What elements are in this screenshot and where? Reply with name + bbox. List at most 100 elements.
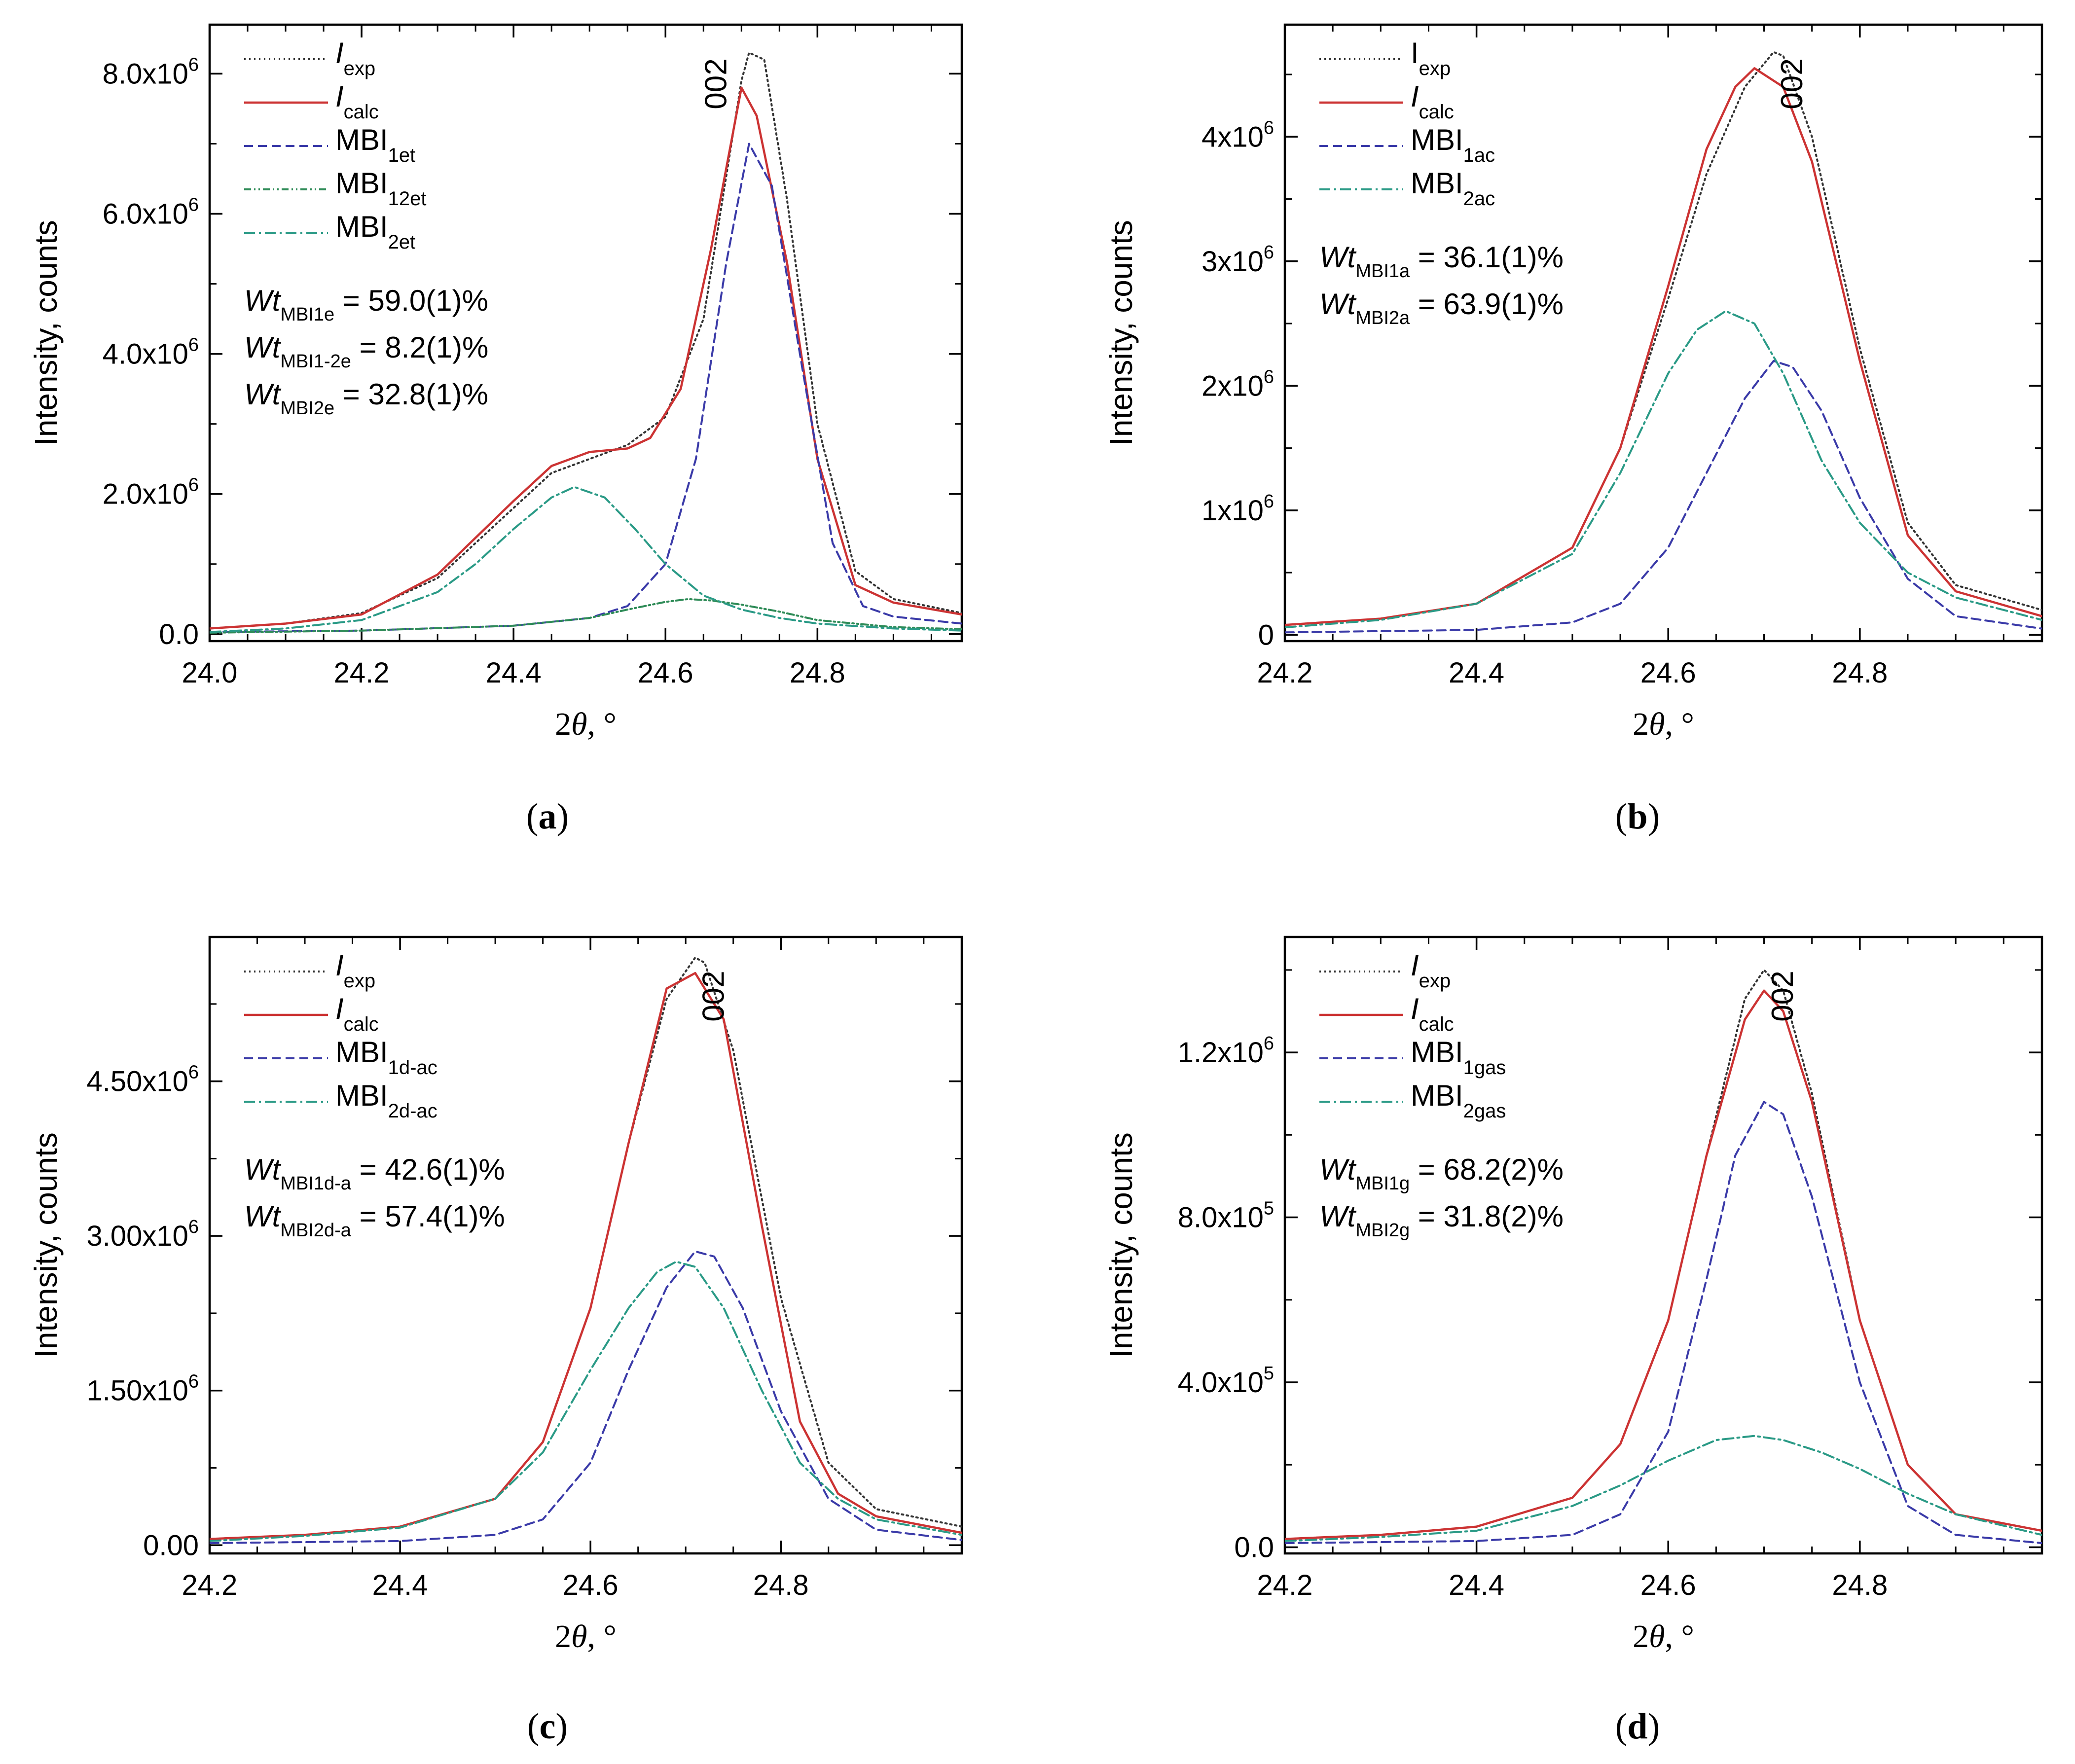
x-tick-label: 24.6 <box>638 657 693 689</box>
annotation-wt: Wt <box>1319 288 1357 321</box>
annotation-sub: MBI2g <box>1355 1220 1410 1241</box>
legend-sub: exp <box>344 58 376 79</box>
series-line-mbi-1gas <box>1285 1101 2042 1545</box>
x-tick-label: 24.4 <box>1449 1569 1504 1601</box>
x-axis-title: 2θ, ° <box>555 706 617 742</box>
weight-annotation: WtMBI1a = 36.1(1)% <box>1319 241 1564 282</box>
y-tick-mantissa: 3x10 <box>1201 246 1264 278</box>
x-tick-label: 24.4 <box>1449 657 1504 689</box>
weight-annotation: WtMBI1e = 59.0(1)% <box>244 284 488 325</box>
y-tick-label: 1x106 <box>1201 491 1274 527</box>
x-tick-label: 24.0 <box>182 657 238 689</box>
annotation-sub: MBI1a <box>1355 261 1410 282</box>
x-title-prefix: 2 <box>1633 706 1649 742</box>
y-tick-mantissa: 0.00 <box>143 1529 199 1561</box>
legend-entry: MBI12et <box>335 167 427 210</box>
y-tick-mantissa: 6.0x10 <box>103 198 188 230</box>
x-title-theta: θ <box>571 1619 587 1655</box>
y-tick-mantissa: 2x10 <box>1201 370 1264 402</box>
legend-sub: 2d-ac <box>388 1100 437 1122</box>
weight-annotation: WtMBI1g = 68.2(2)% <box>1319 1153 1564 1194</box>
legend-sub: calc <box>1419 101 1454 123</box>
series-line-i-exp <box>210 51 962 630</box>
x-tick-label: 24.8 <box>790 657 845 689</box>
legend-sub: 1et <box>388 144 416 166</box>
y-tick-label: 0.0 <box>1234 1531 1274 1563</box>
legend-entry: Icalc <box>1411 992 1454 1035</box>
annotation-wt: Wt <box>1319 241 1357 274</box>
series-line-mbi-2gas <box>1285 1435 2042 1542</box>
peak-label: 002 <box>696 971 730 1021</box>
x-title-theta: θ <box>571 706 587 742</box>
annotation-sub: MBI1-2e <box>280 351 351 372</box>
legend-base: MBI <box>1411 167 1463 200</box>
weight-annotation: WtMBI1d-a = 42.6(1)% <box>244 1153 505 1194</box>
legend-entry: MBI2et <box>335 210 415 253</box>
annotation-sub: MBI2e <box>280 398 334 419</box>
annotation-wt: Wt <box>1319 1153 1357 1186</box>
legend-base: I <box>1411 36 1419 70</box>
y-tick-label: 1.2x106 <box>1178 1033 1274 1069</box>
y-tick-mantissa: 2.0x10 <box>103 478 188 510</box>
caption-close-paren: ) <box>555 1706 568 1747</box>
legend-base: I <box>1411 949 1419 982</box>
y-tick-exponent: 6 <box>188 475 199 496</box>
series-group <box>1285 969 2042 1545</box>
panel-caption: (c) <box>527 1706 568 1747</box>
series-group <box>1285 51 2042 634</box>
plot-frame <box>1283 23 2043 643</box>
caption-close-paren: ) <box>1648 1706 1660 1747</box>
legend-sub: 1d-ac <box>388 1057 437 1079</box>
annotation-value: = 8.2(1)% <box>351 331 488 364</box>
y-axis-title: Intensity, counts <box>28 220 64 446</box>
plot-frame <box>208 936 963 1555</box>
annotation-value: = 32.8(1)% <box>334 378 488 411</box>
legend-base: I <box>335 992 344 1025</box>
x-tick-label: 24.2 <box>182 1569 238 1601</box>
caption-open-paren: ( <box>526 796 539 837</box>
series-line-i-calc <box>1285 989 2042 1540</box>
x-title-unit: , ° <box>1665 1619 1694 1655</box>
y-axis-title: Intensity, counts <box>28 1132 64 1358</box>
panel-caption: (a) <box>526 796 569 837</box>
series-line-mbi-1ac <box>1285 360 2042 634</box>
y-tick-exponent: 6 <box>188 1371 199 1392</box>
y-tick-exponent: 6 <box>1264 491 1274 512</box>
x-title-prefix: 2 <box>1633 1619 1649 1655</box>
series-line-i-exp <box>210 956 962 1540</box>
y-tick-exponent: 5 <box>1264 1363 1274 1384</box>
x-title-theta: θ <box>1649 1619 1665 1655</box>
y-tick-exponent: 6 <box>1264 366 1274 387</box>
legend-base: I <box>1411 992 1419 1025</box>
caption-letter: a <box>539 796 557 837</box>
legend-base: MBI <box>1411 1079 1463 1112</box>
y-tick-label: 4x106 <box>1201 117 1274 153</box>
legend-entry: MBI1d-ac <box>335 1036 437 1079</box>
legend-entry: Icalc <box>335 80 379 123</box>
x-axis-title: 2θ, ° <box>555 1619 617 1655</box>
x-tick-label: 24.8 <box>1832 1569 1888 1601</box>
series-line-mbi-2ac <box>1285 310 2042 629</box>
y-tick-label: 3.00x106 <box>86 1217 199 1252</box>
series-line-mbi-1et <box>210 143 962 633</box>
x-title-unit: , ° <box>587 706 617 742</box>
weight-annotation: WtMBI1-2e = 8.2(1)% <box>244 331 488 372</box>
y-tick-mantissa: 3.00x10 <box>86 1220 188 1252</box>
x-axis-title: 2θ, ° <box>1633 706 1694 742</box>
legend-sub: calc <box>344 101 379 123</box>
y-tick-exponent: 6 <box>188 1217 199 1237</box>
chart-panel-d: 24.2 24.4 24.6 24.80.04.0x1058.0x1051.2x106… <box>1103 936 2043 1747</box>
series-line-mbi-12et <box>210 598 962 634</box>
y-tick-mantissa: 0.0 <box>1234 1531 1274 1563</box>
legend-base: MBI <box>335 123 388 156</box>
legend-base: MBI <box>335 1079 388 1112</box>
x-title-unit: , ° <box>587 1619 617 1655</box>
y-tick-label: 0 <box>1258 619 1274 651</box>
legend-entry: MBI2d-ac <box>335 1079 437 1122</box>
x-tick-label: 24.4 <box>486 657 542 689</box>
y-tick-mantissa: 4.0x10 <box>103 338 188 370</box>
y-tick-exponent: 6 <box>1264 1033 1274 1054</box>
series-line-i-exp <box>1285 51 2042 626</box>
legend-sub: 2gas <box>1463 1100 1506 1122</box>
annotation-wt: Wt <box>244 378 282 411</box>
